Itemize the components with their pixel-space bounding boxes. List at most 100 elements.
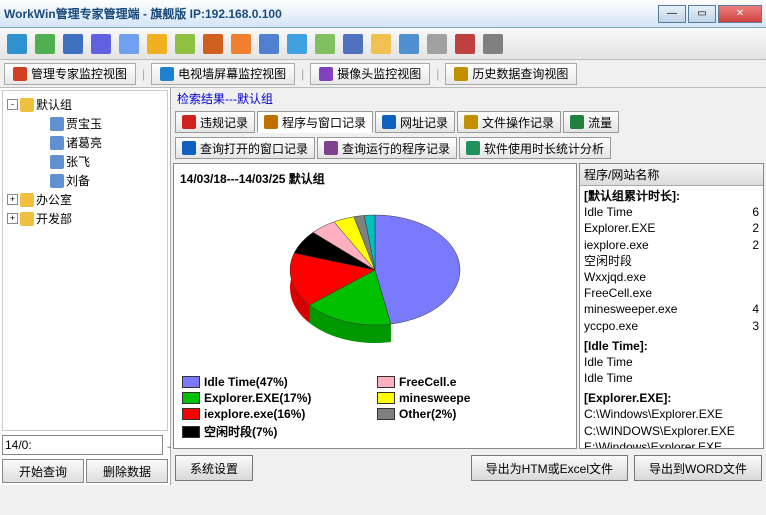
toolbar-icon — [259, 34, 279, 54]
close-button[interactable]: ✕ — [718, 5, 762, 23]
record-tab-icon — [264, 115, 278, 129]
list-item[interactable]: E:\Windows\Explorer.EXE — [584, 439, 759, 448]
system-settings-button[interactable]: 系统设置 — [175, 455, 253, 481]
group-tree[interactable]: - 默认组贾宝玉诸葛亮张飞刘备+办公室+开发部 — [2, 90, 168, 431]
record-tab[interactable]: 程序与窗口记录 — [257, 111, 373, 133]
legend-label: iexplore.exe(16%) — [204, 407, 305, 421]
main-toolbar — [0, 28, 766, 60]
list-item[interactable]: Idle Time — [584, 354, 759, 370]
view-tab-label: 管理专家监控视图 — [31, 65, 127, 82]
list-item[interactable]: Idle Time — [584, 370, 759, 386]
toolbar-button-7[interactable] — [200, 31, 226, 57]
delete-data-button[interactable]: 删除数据 — [86, 459, 168, 483]
toolbar-icon — [371, 34, 391, 54]
record-tab[interactable]: 软件使用时长统计分析 — [459, 137, 611, 159]
expand-icon[interactable]: + — [7, 213, 18, 224]
record-tab-icon — [182, 141, 196, 155]
expand-icon[interactable]: - — [7, 99, 18, 110]
date-from-input[interactable] — [2, 435, 163, 455]
list-item-name: Wxxjqd.exe — [584, 269, 646, 285]
tree-node[interactable]: +开发部 — [7, 209, 163, 228]
view-tab[interactable]: 电视墙屏幕监控视图 — [151, 63, 295, 85]
tree-node[interactable]: - 默认组 — [7, 95, 163, 114]
tree-node[interactable]: +办公室 — [7, 190, 163, 209]
maximize-button[interactable]: ▭ — [688, 5, 716, 23]
tab-icon — [13, 67, 27, 81]
tree-node[interactable]: 诸葛亮 — [7, 133, 163, 152]
list-group-header: [默认组累计时长]: — [584, 188, 759, 204]
toolbar-icon — [427, 34, 447, 54]
record-tab-label: 违规记录 — [200, 114, 248, 131]
tree-node[interactable]: 张飞 — [7, 152, 163, 171]
list-item[interactable]: Explorer.EXE2 — [584, 220, 759, 236]
legend-swatch — [182, 376, 200, 388]
toolbar-button-17[interactable] — [480, 31, 506, 57]
toolbar-icon — [175, 34, 195, 54]
toolbar-button-14[interactable] — [396, 31, 422, 57]
view-tab[interactable]: 管理专家监控视图 — [4, 63, 136, 85]
legend-label: minesweepe — [399, 391, 470, 405]
list-item[interactable]: C:\WINDOWS\Explorer.EXE — [584, 423, 759, 439]
record-tab[interactable]: 查询打开的窗口记录 — [175, 137, 315, 159]
list-item[interactable]: yccpo.exe3 — [584, 318, 759, 334]
legend-item: Other(2%) — [377, 407, 568, 421]
record-tab-icon — [570, 115, 584, 129]
view-tab-label: 摄像头监控视图 — [337, 65, 421, 82]
toolbar-icon — [119, 34, 139, 54]
toolbar-button-16[interactable] — [452, 31, 478, 57]
chart-panel: 14/03/18---14/03/25 默认组 Idle Time(47%)Fr… — [173, 163, 577, 449]
record-tab[interactable]: 网址记录 — [375, 111, 455, 133]
toolbar-icon — [147, 34, 167, 54]
toolbar-icon — [35, 34, 55, 54]
start-query-button[interactable]: 开始查询 — [2, 459, 84, 483]
toolbar-button-8[interactable] — [228, 31, 254, 57]
record-tab[interactable]: 违规记录 — [175, 111, 255, 133]
list-item[interactable]: minesweeper.exe4 — [584, 301, 759, 317]
toolbar-button-12[interactable] — [340, 31, 366, 57]
legend-swatch — [182, 408, 200, 420]
list-item[interactable]: C:\Windows\Explorer.EXE — [584, 406, 759, 422]
view-tab-label: 电视墙屏幕监控视图 — [178, 65, 286, 82]
node-icon — [50, 174, 64, 188]
tree-node[interactable]: 贾宝玉 — [7, 114, 163, 133]
toolbar-button-6[interactable] — [172, 31, 198, 57]
expand-icon[interactable]: + — [7, 194, 18, 205]
list-item[interactable]: Idle Time6 — [584, 204, 759, 220]
toolbar-button-11[interactable] — [312, 31, 338, 57]
record-tab[interactable]: 查询运行的程序记录 — [317, 137, 457, 159]
toolbar-button-3[interactable] — [88, 31, 114, 57]
minimize-button[interactable]: — — [658, 5, 686, 23]
toolbar-button-13[interactable] — [368, 31, 394, 57]
record-tab-label: 软件使用时长统计分析 — [484, 140, 604, 157]
export-html-button[interactable]: 导出为HTM或Excel文件 — [471, 455, 628, 481]
tree-node[interactable]: 刘备 — [7, 171, 163, 190]
toolbar-button-0[interactable] — [4, 31, 30, 57]
pie-slice — [375, 215, 460, 324]
view-tab[interactable]: 摄像头监控视图 — [310, 63, 430, 85]
list-item[interactable]: iexplore.exe2 — [584, 237, 759, 253]
list-group-header: [Idle Time]: — [584, 338, 759, 354]
record-tabs-row1: 违规记录程序与窗口记录网址记录文件操作记录流量 — [171, 109, 766, 135]
toolbar-button-10[interactable] — [284, 31, 310, 57]
toolbar-icon — [7, 34, 27, 54]
legend-label: Explorer.EXE(17%) — [204, 391, 311, 405]
record-tab[interactable]: 流量 — [563, 111, 619, 133]
list-item-value: 6 — [752, 204, 759, 220]
export-word-button[interactable]: 导出到WORD文件 — [634, 455, 762, 481]
list-item[interactable]: 空闲时段 — [584, 253, 759, 269]
list-item[interactable]: Wxxjqd.exe — [584, 269, 759, 285]
legend-swatch — [377, 408, 395, 420]
list-item[interactable]: FreeCell.exe — [584, 285, 759, 301]
record-tab[interactable]: 文件操作记录 — [457, 111, 561, 133]
view-tab[interactable]: 历史数据查询视图 — [445, 63, 577, 85]
program-list[interactable]: [默认组累计时长]:Idle Time6Explorer.EXE2iexplor… — [580, 186, 763, 448]
toolbar-button-9[interactable] — [256, 31, 282, 57]
list-item-value: 2 — [752, 237, 759, 253]
toolbar-button-1[interactable] — [32, 31, 58, 57]
toolbar-button-2[interactable] — [60, 31, 86, 57]
tree-node-label: 默认组 — [36, 96, 72, 113]
toolbar-button-15[interactable] — [424, 31, 450, 57]
toolbar-button-4[interactable] — [116, 31, 142, 57]
toolbar-icon — [63, 34, 83, 54]
toolbar-button-5[interactable] — [144, 31, 170, 57]
